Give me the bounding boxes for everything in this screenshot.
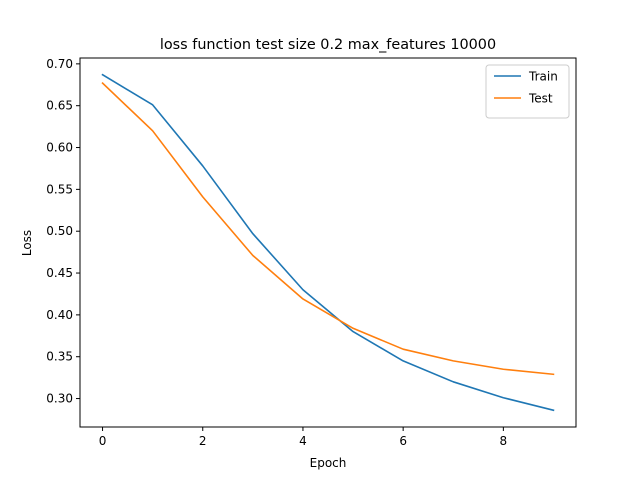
y-axis: 0.30 0.35 0.40 0.45 0.50 0.55 0.60 0.65 0.70	[46, 57, 80, 406]
y-tick-label: 0.40	[46, 308, 73, 322]
series-line-train	[101, 73, 555, 412]
series-layer	[101, 73, 555, 412]
y-tick-label: 0.35	[46, 350, 73, 364]
y-tick-label: 0.70	[46, 57, 73, 71]
chart-title: loss function test size 0.2 max_features…	[160, 37, 496, 53]
x-tick-label: 8	[500, 434, 508, 448]
legend-label-train: Train	[528, 70, 558, 84]
x-tick-label: 2	[199, 434, 207, 448]
y-tick-label: 0.50	[46, 224, 73, 238]
y-tick-label: 0.45	[46, 266, 73, 280]
x-axis: 0 2 4 6 8	[99, 427, 507, 448]
plot-frame	[79, 57, 577, 428]
legend-box	[485, 64, 570, 119]
plot-area	[79, 57, 577, 428]
legend-label-test: Test	[528, 92, 553, 106]
x-axis-title: Epoch	[310, 456, 347, 470]
y-tick-label: 0.60	[46, 141, 73, 155]
legend: Train Test	[485, 64, 570, 119]
x-tick-label: 4	[299, 434, 307, 448]
y-axis-title: Loss	[20, 230, 34, 256]
series-line-test	[101, 81, 555, 376]
x-tick-label: 6	[399, 434, 407, 448]
y-tick-label: 0.30	[46, 392, 73, 406]
x-tick-label: 0	[99, 434, 107, 448]
y-tick-label: 0.55	[46, 182, 73, 196]
y-tick-label: 0.65	[46, 99, 73, 113]
